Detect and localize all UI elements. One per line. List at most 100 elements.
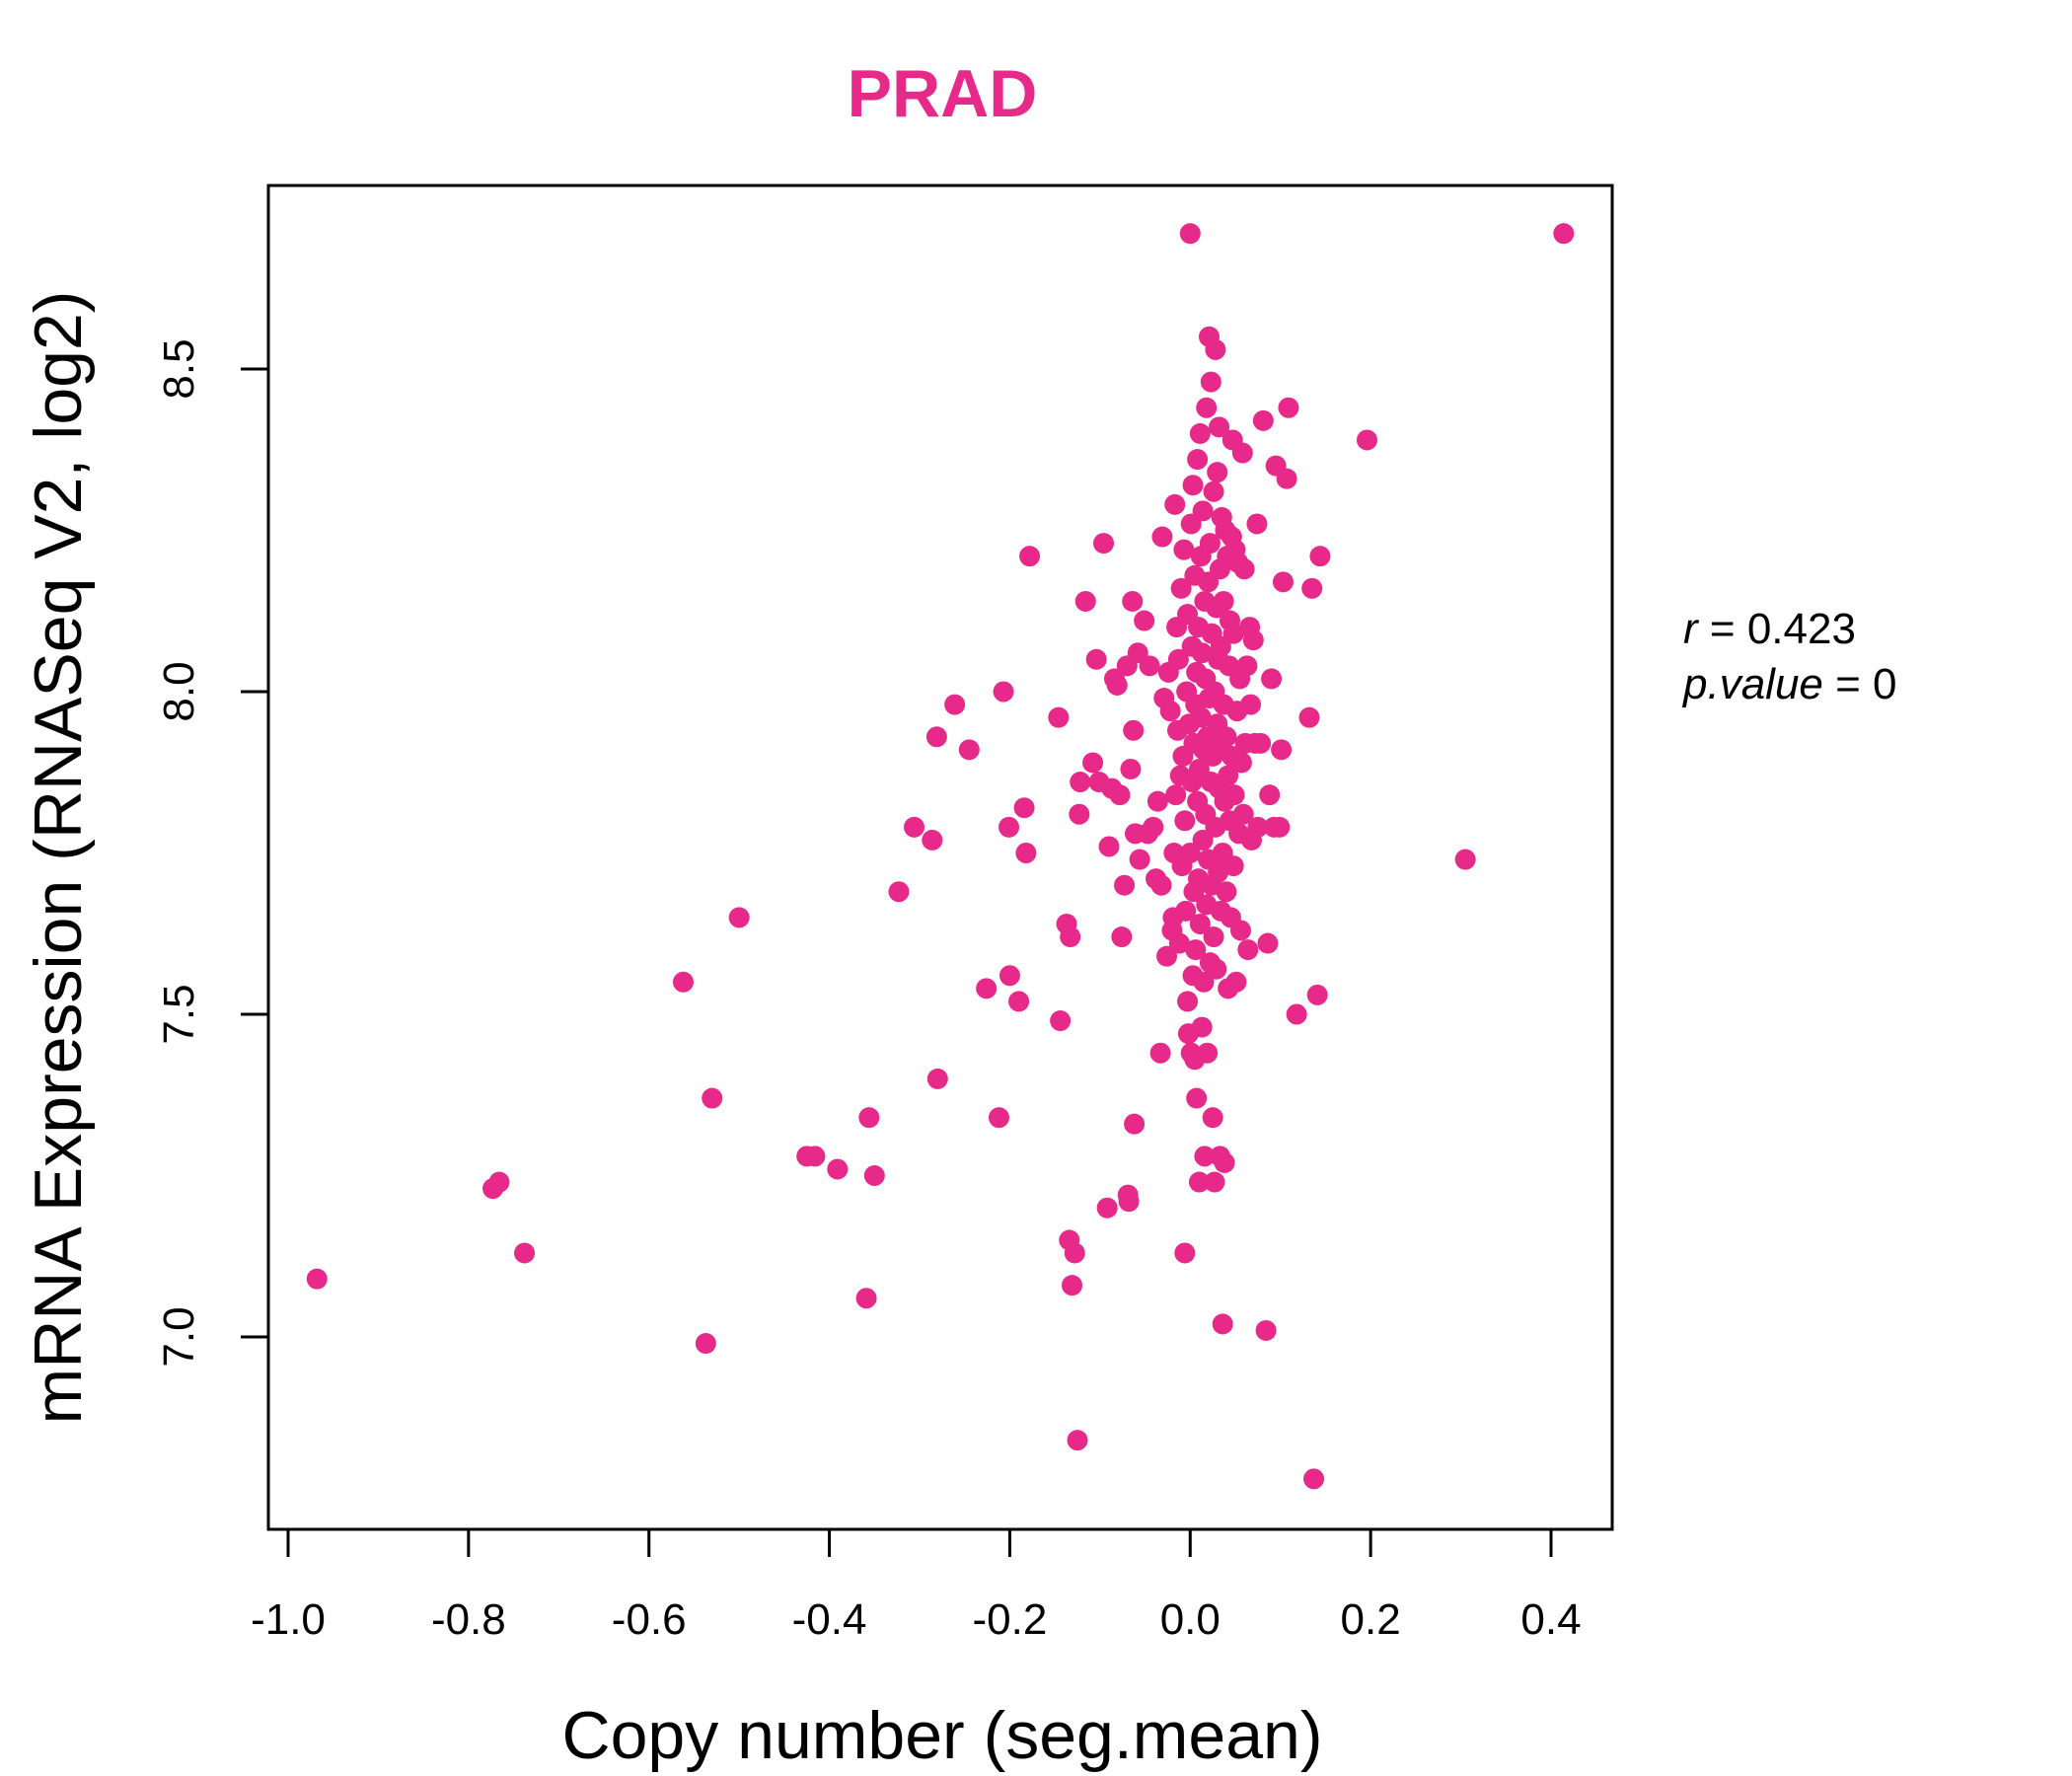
data-point	[1191, 1016, 1213, 1038]
data-point	[904, 816, 925, 838]
data-point	[1205, 338, 1226, 360]
y-tick-label: 7.0	[155, 1306, 203, 1367]
data-point	[1246, 513, 1268, 535]
data-point	[1233, 558, 1255, 580]
data-point	[1232, 803, 1254, 825]
data-point	[1553, 223, 1575, 245]
data-point	[1216, 881, 1237, 903]
data-point	[1015, 843, 1037, 863]
data-point	[1134, 610, 1155, 631]
data-point	[1236, 655, 1258, 677]
data-point	[1174, 810, 1196, 832]
p-value: 0	[1873, 660, 1896, 708]
data-point	[306, 1268, 328, 1290]
x-axis: -1.0 -0.8 -0.6 -0.4 -0.2 0.0 0.2 0.4	[251, 1527, 1582, 1644]
data-point	[1074, 590, 1096, 612]
data-point	[1222, 855, 1244, 877]
data-point	[1019, 546, 1041, 567]
data-point	[1048, 706, 1070, 728]
data-point	[1209, 416, 1230, 438]
data-point	[1261, 668, 1283, 690]
data-point	[1204, 1171, 1225, 1193]
data-point	[1225, 971, 1247, 993]
y-axis-title: mRNA Expression (RNASeq V2, log2)	[21, 291, 96, 1425]
data-point	[1129, 849, 1150, 870]
y-tick-label: 8.5	[155, 338, 203, 399]
data-point	[1050, 1010, 1072, 1032]
data-point	[1151, 526, 1173, 548]
x-tick-label: 0.4	[1520, 1595, 1581, 1644]
data-point	[1206, 958, 1227, 980]
data-point	[1259, 784, 1281, 806]
data-point	[1082, 752, 1104, 774]
data-point	[1207, 462, 1228, 483]
data-point	[1168, 932, 1190, 954]
data-point	[926, 1068, 948, 1089]
data-point	[1085, 648, 1107, 670]
data-point	[1191, 642, 1213, 664]
data-point	[1196, 397, 1218, 418]
data-point	[1223, 784, 1245, 806]
data-point	[1124, 1113, 1146, 1135]
data-point	[944, 694, 966, 715]
y-tick-label: 7.5	[155, 984, 203, 1044]
data-point	[1197, 1042, 1219, 1064]
data-point	[1356, 429, 1377, 451]
data-point	[999, 965, 1020, 987]
data-point	[1106, 674, 1128, 696]
data-point	[1194, 1146, 1216, 1167]
data-point	[1174, 1242, 1196, 1264]
chart-title: PRAD	[848, 56, 1038, 131]
data-point	[1269, 816, 1291, 838]
data-point	[1306, 984, 1328, 1005]
data-point	[702, 1087, 723, 1109]
x-tick-label: -0.8	[431, 1595, 506, 1644]
data-points	[306, 223, 1575, 1490]
r-label: r	[1683, 605, 1700, 653]
data-point	[695, 1333, 716, 1355]
data-point	[1303, 1468, 1325, 1490]
data-point	[999, 816, 1020, 838]
data-point	[976, 978, 998, 999]
data-point	[1242, 629, 1264, 651]
data-point	[863, 1165, 885, 1186]
data-point	[888, 881, 910, 903]
data-point	[514, 1242, 536, 1264]
data-point	[1272, 571, 1294, 593]
data-point	[1192, 829, 1214, 851]
p-equals: =	[1835, 660, 1873, 708]
data-point	[1008, 991, 1030, 1012]
r-value: 0.423	[1747, 605, 1856, 653]
data-point	[1143, 816, 1164, 838]
data-point	[1193, 971, 1215, 993]
data-point	[804, 1146, 826, 1167]
data-point	[993, 681, 1014, 703]
data-point	[1070, 772, 1091, 793]
data-point	[1179, 223, 1201, 245]
x-tick-label: -0.2	[973, 1595, 1048, 1644]
data-point	[1067, 1430, 1088, 1451]
data-point	[1139, 655, 1160, 677]
data-point	[827, 1158, 849, 1180]
data-point	[1240, 694, 1262, 715]
data-point	[1229, 920, 1251, 941]
data-point	[1189, 913, 1211, 934]
data-point	[855, 1288, 877, 1309]
data-point	[1186, 1087, 1208, 1109]
data-point	[1252, 409, 1274, 431]
data-point	[1200, 371, 1221, 393]
data-point	[1247, 816, 1269, 838]
x-axis-title: Copy number (seg.mean)	[561, 1698, 1322, 1773]
data-point	[1257, 932, 1279, 954]
data-point	[1202, 1107, 1223, 1129]
data-point	[1230, 752, 1252, 774]
correlation-annotation: r = 0.423 p.value = 0	[1681, 605, 1897, 708]
data-point	[1255, 1319, 1277, 1341]
data-point	[1276, 468, 1297, 489]
data-point	[1170, 577, 1192, 599]
data-point	[1187, 449, 1209, 471]
data-point	[1231, 442, 1253, 464]
data-point	[988, 1107, 1009, 1129]
data-point	[1114, 874, 1136, 896]
